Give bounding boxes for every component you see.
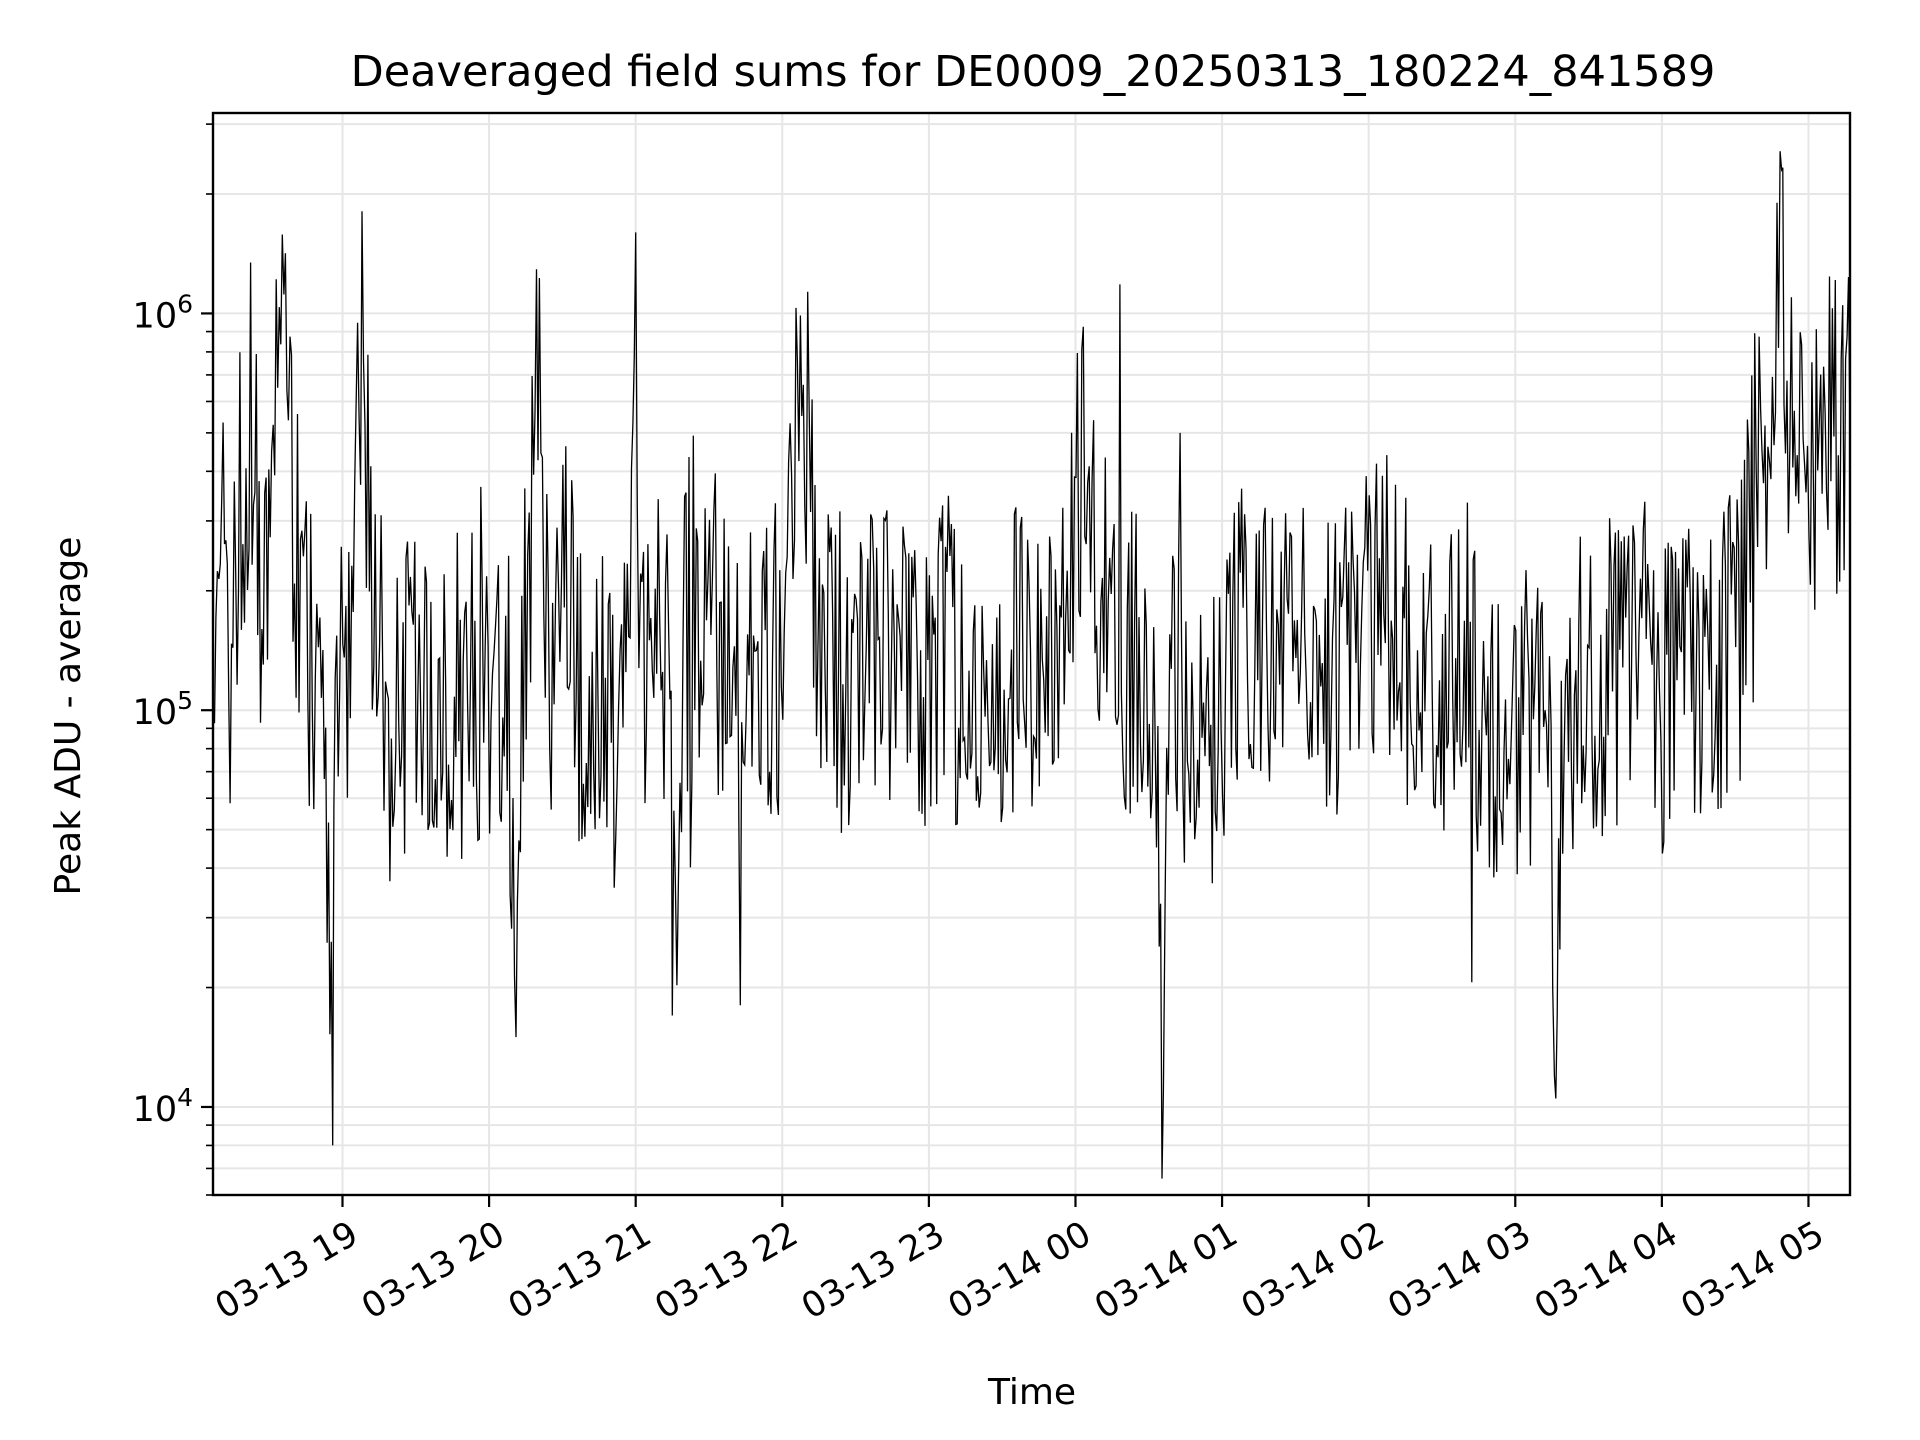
x-tick-label: 03-13 19 [209, 1214, 365, 1327]
x-tick-label: 03-13 23 [795, 1214, 951, 1327]
x-tick-label: 03-14 02 [1235, 1214, 1391, 1327]
x-axis-label: Time [987, 1372, 1076, 1413]
y-tick-label: 106 [133, 289, 193, 336]
chart-title: Deaveraged field sums for DE0009_2025031… [351, 47, 1716, 97]
y-tick-label: 105 [133, 686, 193, 733]
y-tick-exponent: 6 [177, 289, 193, 318]
y-tick-label: 104 [133, 1083, 193, 1130]
y-tick-exponent: 4 [177, 1083, 193, 1112]
x-tick-label: 03-14 04 [1528, 1214, 1684, 1327]
x-tick-label: 03-13 21 [502, 1214, 658, 1327]
y-tick-base: 10 [133, 693, 178, 733]
x-tick-label: 03-13 20 [355, 1214, 511, 1327]
plot-area [212, 151, 1851, 1179]
axes-frame [211, 111, 1852, 1197]
x-tick-label: 03-13 22 [648, 1214, 804, 1327]
y-tick-base: 10 [133, 1090, 178, 1130]
y-tick-base: 10 [133, 296, 178, 336]
series-line [212, 151, 1851, 1179]
y-tick-exponent: 5 [177, 686, 193, 715]
x-tick-label: 03-14 01 [1088, 1214, 1244, 1327]
x-tick-label: 03-14 00 [942, 1214, 1098, 1327]
y-axis-label: Peak ADU - average [48, 537, 89, 896]
x-tick-label: 03-14 03 [1381, 1214, 1537, 1327]
x-tick-label: 03-14 05 [1675, 1214, 1831, 1327]
